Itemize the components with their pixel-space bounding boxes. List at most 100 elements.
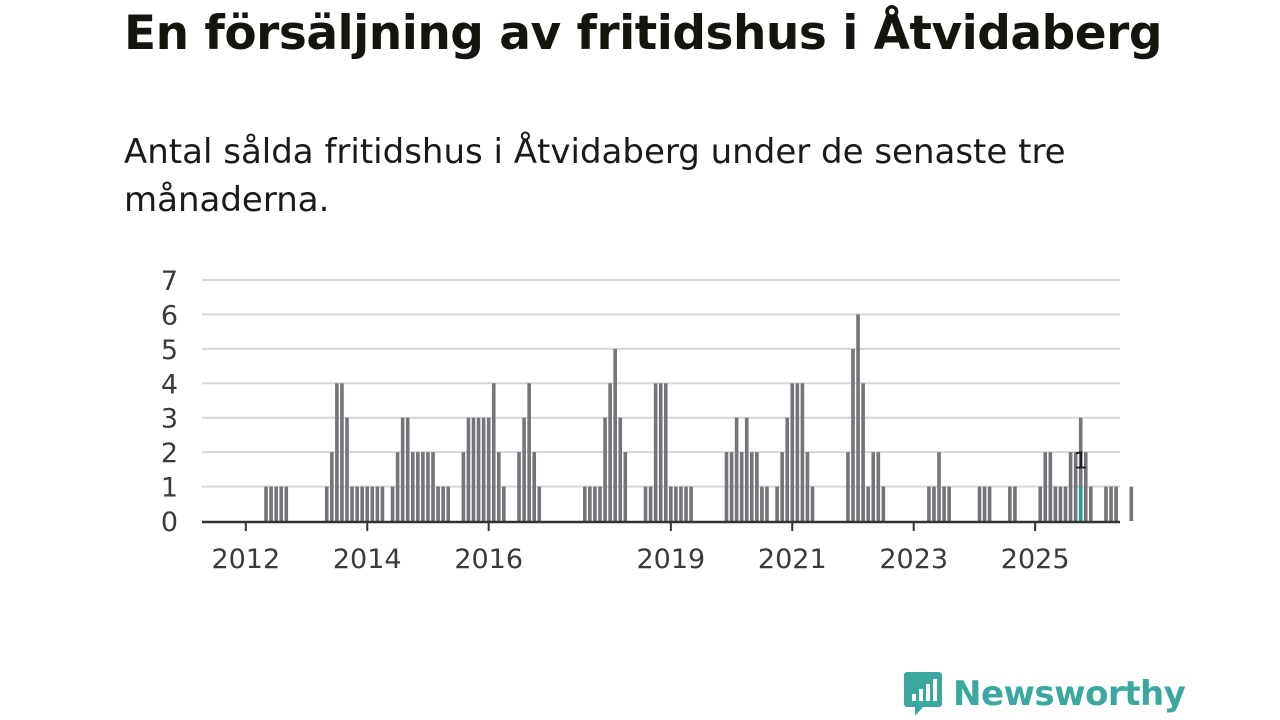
bar (689, 486, 693, 521)
bar (1089, 486, 1093, 521)
bar (846, 452, 850, 521)
bar (866, 486, 870, 521)
x-tick-label: 2012 (211, 544, 280, 575)
bar (370, 486, 375, 521)
bar (1073, 452, 1078, 521)
bar (810, 486, 815, 521)
bar (643, 486, 648, 521)
bar (400, 417, 405, 521)
bar (623, 452, 628, 521)
bar (421, 452, 425, 521)
x-tick-label: 2016 (454, 544, 523, 575)
bar (608, 383, 612, 521)
bar (937, 452, 941, 521)
bar (426, 452, 430, 521)
bar (279, 486, 284, 521)
bar (653, 383, 658, 521)
bar (805, 452, 810, 521)
brand-name: Newsworthy (953, 674, 1186, 714)
bar (410, 452, 415, 521)
bar (532, 452, 537, 521)
bars (264, 314, 1134, 521)
highlight-label: 1 (1073, 449, 1088, 475)
bar (724, 452, 729, 521)
bar (1008, 486, 1012, 521)
bar (674, 486, 678, 521)
bar (1104, 486, 1108, 521)
bar (987, 486, 992, 521)
chart-title: En försäljning av fritidshus i Åtvidaber… (124, 6, 1162, 61)
x-tick-label: 2014 (333, 544, 402, 575)
bar (1063, 486, 1068, 521)
y-tick-label: 5 (161, 335, 178, 366)
bar (471, 417, 476, 521)
bar (795, 383, 800, 521)
y-tick-label: 4 (161, 369, 178, 400)
bar (395, 452, 400, 521)
bar (932, 486, 936, 521)
y-tick-label: 7 (161, 266, 178, 297)
y-tick-label: 2 (161, 438, 178, 469)
y-tick-label: 3 (161, 404, 178, 435)
bar (476, 417, 481, 521)
bar (1109, 486, 1113, 521)
bar (1013, 486, 1017, 521)
bar (1053, 486, 1058, 521)
bar (502, 486, 506, 521)
bar (1038, 486, 1043, 521)
bar (345, 417, 349, 521)
bar (603, 417, 607, 521)
bar (729, 452, 734, 521)
bar (588, 486, 592, 521)
bar (613, 348, 617, 521)
bar (269, 486, 273, 521)
bar (658, 383, 663, 521)
bar (481, 417, 486, 521)
bar (785, 417, 790, 521)
bar (734, 417, 739, 521)
bar (927, 486, 931, 521)
bar (355, 486, 359, 521)
bar (679, 486, 683, 521)
bar (583, 486, 587, 521)
x-tick-label: 2019 (636, 544, 705, 575)
bar (324, 486, 329, 521)
y-tick-label: 1 (161, 473, 178, 504)
bar (593, 486, 597, 521)
bar (486, 417, 491, 521)
bar (274, 486, 278, 521)
bar (851, 348, 855, 521)
bar (380, 486, 385, 521)
bar (1048, 452, 1053, 521)
bar (881, 486, 886, 521)
bar (871, 452, 876, 521)
x-tick-label: 2025 (1001, 544, 1070, 575)
newsworthy-logo[interactable]: Newsworthy (903, 668, 1186, 720)
bar (1058, 486, 1063, 521)
bar (446, 486, 450, 521)
bar (739, 452, 744, 521)
bar (491, 383, 496, 521)
gridlines (202, 279, 1120, 488)
bar (1114, 486, 1118, 521)
newsworthy-logo-icon (904, 672, 942, 716)
bar (669, 486, 673, 521)
bar (522, 417, 526, 521)
bar (755, 452, 759, 521)
bar (861, 383, 865, 521)
bar (360, 486, 364, 521)
bar (375, 486, 380, 521)
highlight-bar (1079, 486, 1083, 521)
bar (744, 417, 749, 521)
bar (1129, 486, 1134, 521)
bar (800, 383, 805, 521)
bar (284, 486, 289, 521)
bar (760, 486, 764, 521)
bar (466, 417, 471, 521)
bar (441, 486, 445, 521)
x-tick-label: 2023 (879, 544, 948, 575)
bar (365, 486, 370, 521)
axes (202, 520, 1120, 531)
bar (977, 486, 982, 521)
